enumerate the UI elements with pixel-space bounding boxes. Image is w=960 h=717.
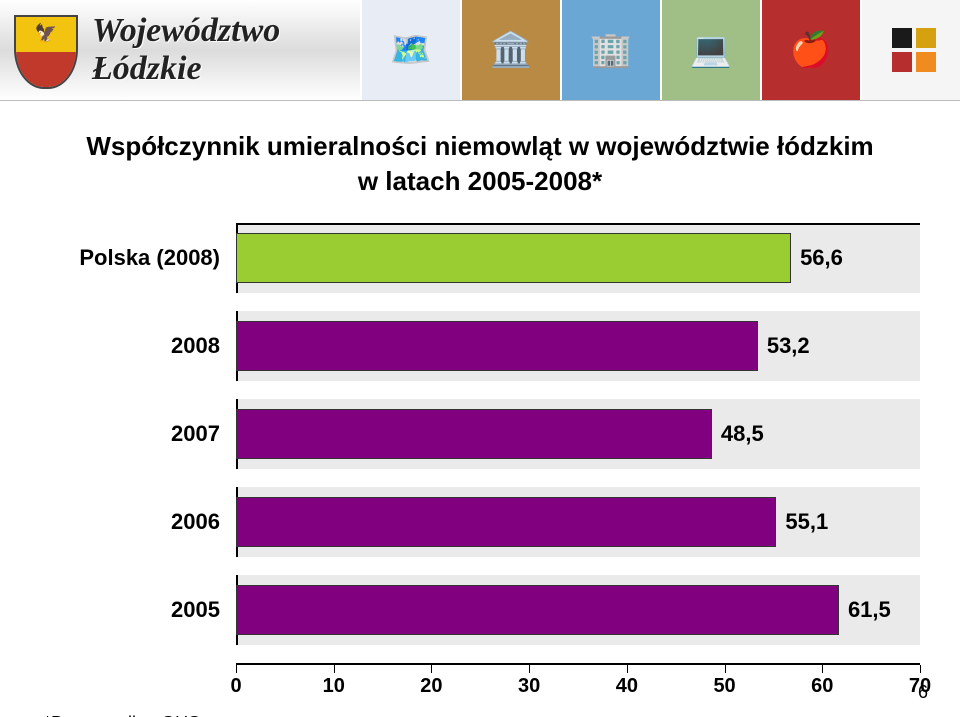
region-title: Województwo Łódzkie xyxy=(92,12,360,88)
photo-strip: 🗺️🏛️🏢💻🍎 xyxy=(360,0,960,100)
chart-title: Współczynnik umieralności niemowląt w wo… xyxy=(40,129,920,199)
chart-row: Polska (2008)56,6 xyxy=(40,223,920,293)
chart-row: 200655,1 xyxy=(40,487,920,557)
bar: 48,5 xyxy=(236,409,712,459)
header-photo: 🏛️ xyxy=(460,0,560,100)
category-label: 2007 xyxy=(40,421,236,447)
header-banner: 🦅 Województwo Łódzkie 🗺️🏛️🏢💻🍎 xyxy=(0,0,960,101)
bar-value-label: 48,5 xyxy=(721,421,764,447)
plot-cell: 56,6 xyxy=(236,223,920,293)
footnote: *Dane według GUS xyxy=(44,713,920,717)
chart-title-line1: Współczynnik umieralności niemowląt w wo… xyxy=(86,131,873,161)
header-photo: 💻 xyxy=(660,0,760,100)
header-photo: 🗺️ xyxy=(360,0,460,100)
coat-of-arms: 🦅 xyxy=(14,15,74,85)
chart-row: 200561,5 xyxy=(40,575,920,645)
bar-value-label: 61,5 xyxy=(848,597,891,623)
bar: 61,5 xyxy=(236,585,839,635)
chart-title-line2: w latach 2005-2008* xyxy=(358,166,602,196)
plot-cell: 53,2 xyxy=(236,311,920,381)
x-tick-label: 60 xyxy=(811,675,833,698)
x-axis: 010203040506070 xyxy=(40,663,920,703)
x-tick-label: 40 xyxy=(616,675,638,698)
x-tick-label: 30 xyxy=(518,675,540,698)
slide-content: Współczynnik umieralności niemowląt w wo… xyxy=(0,101,960,717)
bar-chart: Polska (2008)56,6200853,2200748,5200655,… xyxy=(40,223,920,703)
bar-value-label: 55,1 xyxy=(785,509,828,535)
bar: 55,1 xyxy=(236,497,776,547)
x-tick-label: 10 xyxy=(323,675,345,698)
header-logo-tile xyxy=(860,0,960,100)
x-tick-label: 20 xyxy=(420,675,442,698)
bar-value-label: 53,2 xyxy=(767,333,810,359)
page-number: 6 xyxy=(918,682,928,703)
plot-cell: 55,1 xyxy=(236,487,920,557)
category-label: Polska (2008) xyxy=(40,245,236,271)
header-photo: 🏢 xyxy=(560,0,660,100)
category-label: 2008 xyxy=(40,333,236,359)
bar: 56,6 xyxy=(236,233,791,283)
bar: 53,2 xyxy=(236,321,758,371)
plot-cell: 48,5 xyxy=(236,399,920,469)
chart-row: 200748,5 xyxy=(40,399,920,469)
bar-value-label: 56,6 xyxy=(800,245,843,271)
category-label: 2005 xyxy=(40,597,236,623)
chart-row: 200853,2 xyxy=(40,311,920,381)
header-photo: 🍎 xyxy=(760,0,860,100)
plot-cell: 61,5 xyxy=(236,575,920,645)
category-label: 2006 xyxy=(40,509,236,535)
x-tick-label: 0 xyxy=(230,675,241,698)
x-tick-label: 50 xyxy=(713,675,735,698)
